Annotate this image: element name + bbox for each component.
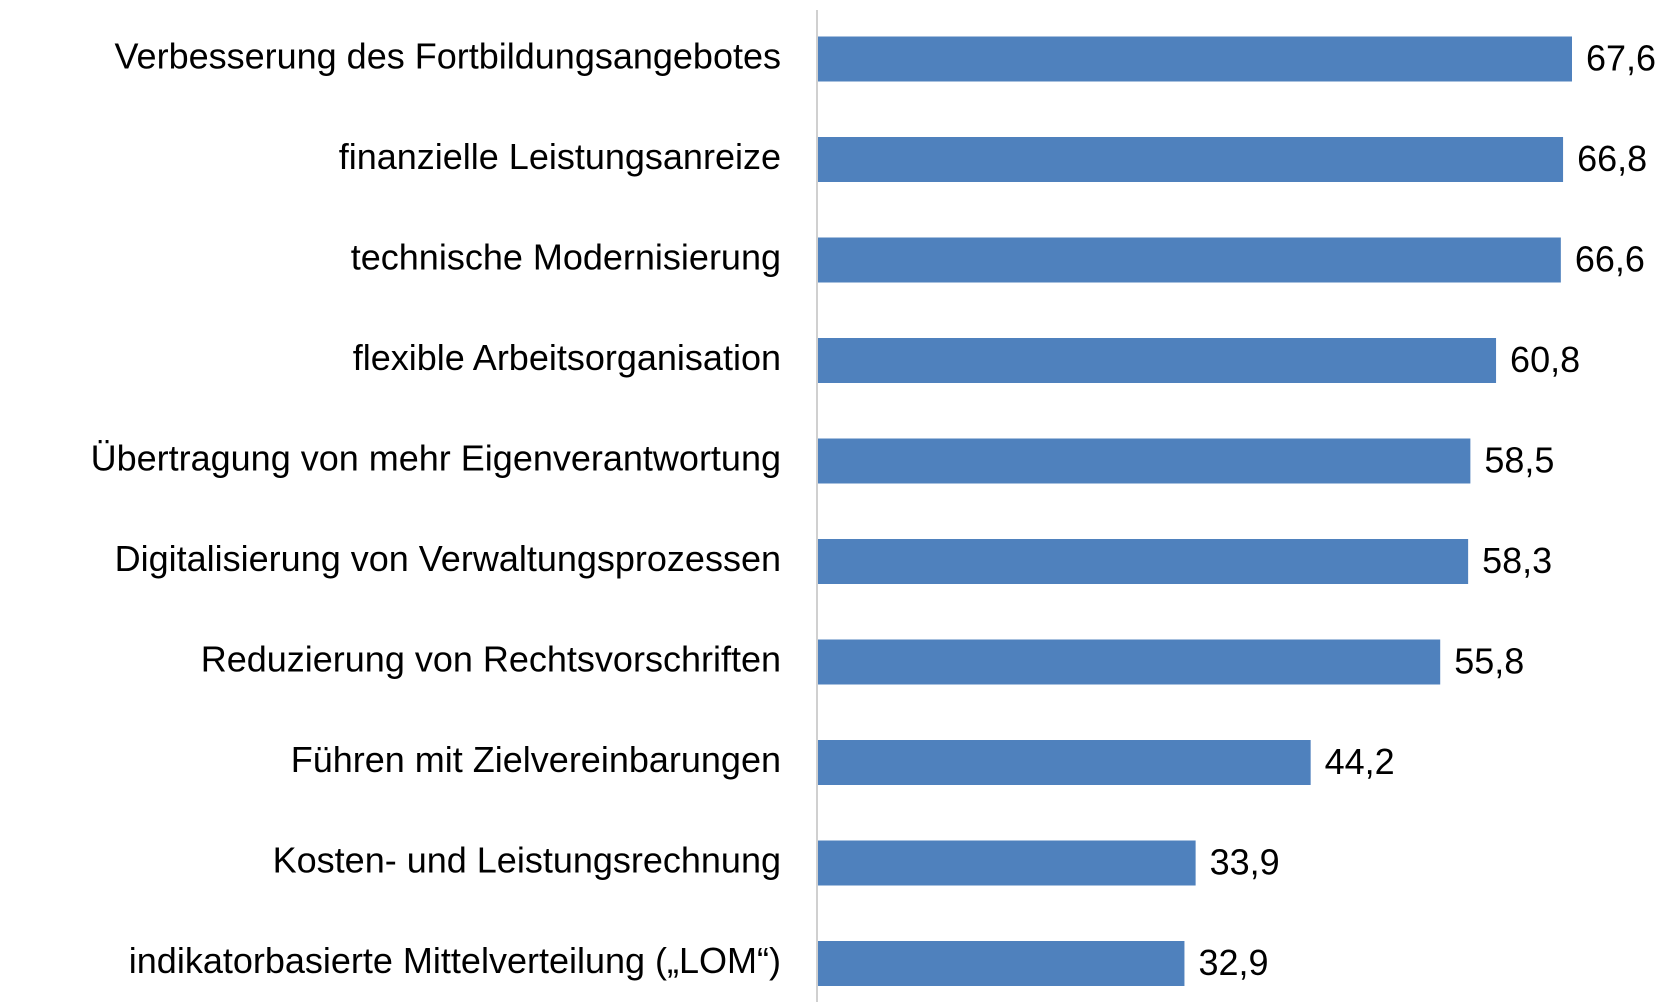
value-label: 58,5	[1484, 440, 1554, 481]
bar	[817, 639, 1441, 685]
category-label: Führen mit Zielvereinbarungen	[291, 739, 781, 780]
value-label: 33,9	[1210, 842, 1280, 883]
category-label: Kosten- und Leistungsrechnung	[273, 840, 781, 881]
value-label: 60,8	[1510, 339, 1580, 380]
value-label: 67,6	[1586, 38, 1656, 79]
category-label: Reduzierung von Rechtsvorschriften	[201, 639, 781, 680]
bar	[817, 237, 1561, 283]
value-label: 55,8	[1454, 641, 1524, 682]
bar	[817, 840, 1196, 886]
bar	[817, 941, 1185, 986]
value-label: 58,3	[1482, 540, 1552, 581]
category-label: Verbesserung des Fortbildungsangebotes	[115, 36, 781, 77]
category-label: indikatorbasierte Mittelverteilung („LOM…	[129, 940, 781, 981]
category-label: Digitalisierung von Verwaltungsprozessen	[115, 538, 781, 579]
bar	[817, 438, 1471, 484]
category-label: Übertragung von mehr Eigenverantwortung	[91, 438, 781, 479]
category-label: finanzielle Leistungsanreize	[339, 136, 781, 177]
value-label: 66,6	[1575, 239, 1645, 280]
value-label: 32,9	[1198, 942, 1268, 983]
value-label: 66,8	[1577, 138, 1647, 179]
value-label: 44,2	[1325, 741, 1395, 782]
bar	[817, 740, 1311, 785]
category-label: flexible Arbeitsorganisation	[353, 337, 781, 378]
bar	[817, 338, 1497, 383]
bar	[817, 36, 1572, 82]
bar	[817, 539, 1469, 584]
category-label: technische Modernisierung	[351, 237, 781, 278]
bar	[817, 137, 1564, 182]
